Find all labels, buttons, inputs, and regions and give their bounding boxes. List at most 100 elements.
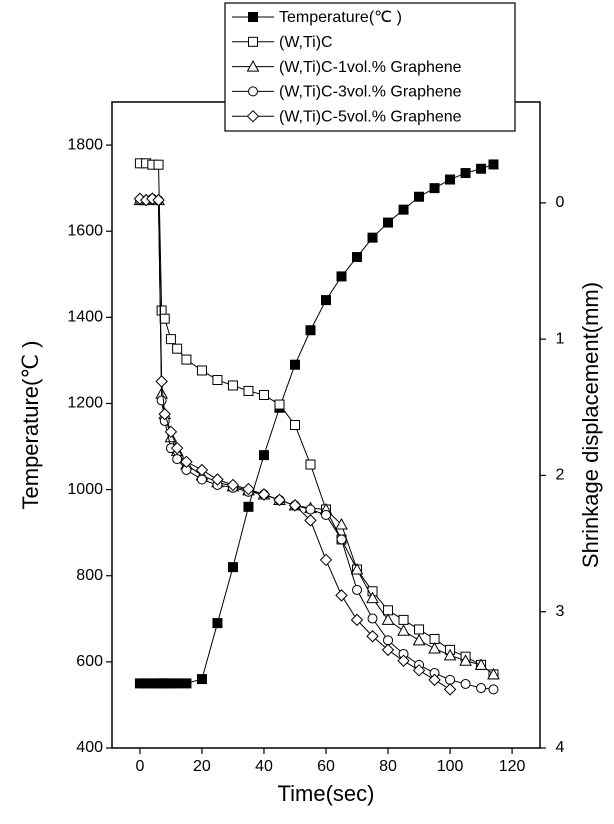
marker	[397, 624, 410, 636]
marker	[288, 499, 302, 512]
y2-tick-label: 2	[556, 467, 565, 484]
marker	[367, 613, 378, 624]
y-tick-label: 600	[76, 653, 103, 670]
marker	[159, 313, 170, 324]
x-tick-label: 120	[499, 758, 526, 775]
marker	[181, 678, 192, 689]
marker	[445, 674, 456, 685]
marker	[195, 463, 209, 477]
marker	[488, 684, 499, 695]
marker	[305, 459, 316, 470]
marker	[336, 534, 347, 545]
legend-marker	[248, 36, 258, 47]
marker	[445, 174, 456, 185]
legend-marker	[248, 86, 258, 97]
plot-frame	[111, 101, 541, 749]
x-tick-label: 0	[135, 758, 144, 775]
marker	[383, 635, 394, 646]
x-tick-label: 40	[255, 758, 273, 775]
marker	[181, 354, 192, 365]
marker	[243, 501, 254, 512]
marker	[273, 493, 286, 507]
x-axis-title: Time(sec)	[278, 781, 375, 806]
marker	[350, 613, 364, 627]
y-tick-label: 800	[76, 567, 103, 584]
marker	[367, 232, 378, 243]
marker	[381, 613, 395, 625]
marker	[274, 399, 285, 410]
legend-label: (W,Ti)C-1vol.% Graphene	[279, 59, 462, 76]
series-line	[139, 198, 494, 675]
marker	[352, 584, 363, 595]
marker	[156, 305, 167, 316]
marker	[460, 678, 471, 689]
marker	[366, 630, 379, 643]
marker	[196, 365, 207, 376]
y2-tick-label: 0	[556, 194, 565, 211]
series-line	[139, 162, 494, 675]
y-tick-label: 400	[76, 739, 103, 756]
marker	[180, 455, 193, 469]
marker	[321, 295, 331, 306]
marker	[170, 441, 184, 455]
marker	[414, 191, 425, 202]
marker	[412, 664, 426, 677]
marker	[321, 509, 331, 520]
marker	[428, 641, 441, 654]
marker	[196, 474, 207, 485]
marker	[352, 252, 363, 263]
marker	[258, 450, 269, 461]
marker	[336, 271, 347, 282]
legend-label: Temperature(℃ )	[279, 9, 402, 26]
marker	[381, 643, 395, 657]
marker	[164, 425, 178, 439]
marker	[153, 159, 164, 170]
marker	[227, 562, 238, 573]
marker	[243, 385, 254, 396]
marker	[460, 168, 471, 179]
marker	[305, 325, 316, 336]
y-tick-label: 1200	[67, 395, 103, 412]
series-line	[139, 163, 494, 684]
x-tick-label: 20	[193, 758, 211, 775]
legend-label: (W,Ti)C-5vol.% Graphene	[279, 108, 462, 125]
legend-marker	[246, 60, 260, 72]
marker	[212, 618, 223, 629]
marker	[258, 390, 269, 401]
series-line	[139, 198, 494, 690]
marker	[414, 624, 425, 635]
marker	[289, 420, 300, 430]
marker	[155, 375, 168, 388]
marker	[152, 193, 165, 207]
marker	[443, 683, 457, 696]
y-axis-title: Temperature(℃ )	[18, 341, 43, 510]
y-tick-label: 1800	[67, 136, 103, 153]
marker	[227, 380, 238, 391]
marker	[172, 343, 183, 354]
marker	[335, 517, 348, 530]
legend-label: (W,Ti)C	[279, 34, 333, 51]
x-tick-label: 80	[379, 758, 397, 775]
y-tick-label: 1600	[67, 222, 103, 239]
marker	[211, 473, 224, 486]
marker	[257, 488, 271, 501]
marker	[212, 375, 223, 386]
marker	[474, 658, 488, 670]
marker	[428, 673, 441, 687]
marker	[335, 589, 348, 602]
y2-axis-title: Shrinkage displacement(mm)	[578, 282, 603, 568]
marker	[158, 407, 171, 421]
x-tick-label: 60	[317, 758, 335, 775]
marker	[398, 614, 409, 625]
marker	[443, 648, 457, 661]
marker	[172, 454, 183, 465]
y2-tick-label: 1	[556, 330, 565, 347]
marker	[398, 204, 409, 215]
legend-label: (W,Ti)C-3vol.% Graphene	[279, 84, 462, 101]
marker	[412, 633, 426, 646]
legend-marker	[248, 12, 258, 22]
marker	[305, 504, 316, 515]
marker	[226, 478, 240, 492]
marker	[289, 359, 300, 370]
